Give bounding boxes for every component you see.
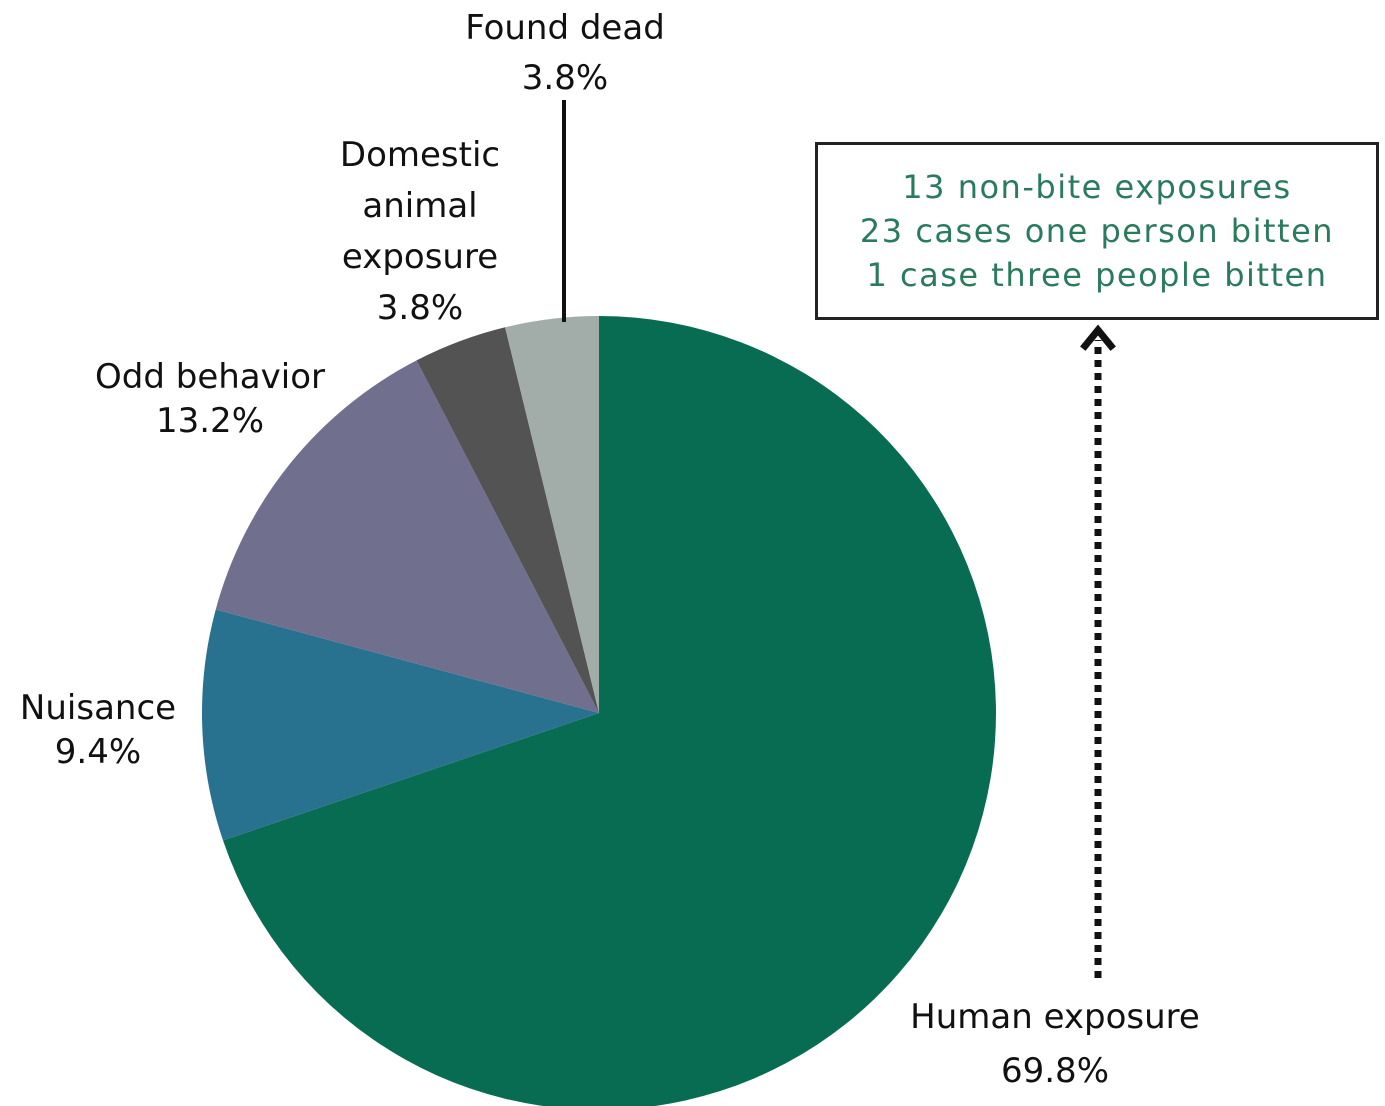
pie-slice-human-exposure bbox=[223, 316, 996, 1106]
nuisance-label-name: Nuisance bbox=[19, 688, 177, 728]
pie-slice-domestic-animal-exposure bbox=[416, 327, 599, 713]
found-dead-label: Found dead 3.8% bbox=[420, 3, 710, 103]
human-exposure-label: Human exposure 69.8% bbox=[885, 990, 1225, 1098]
nuisance-label: Nuisance 9.4% bbox=[0, 686, 196, 774]
human-exposure-label-name: Human exposure bbox=[910, 997, 1200, 1037]
domestic-animal-exposure-label-value: 3.8% bbox=[376, 288, 464, 328]
annotation-arrow-head bbox=[1080, 324, 1116, 351]
nuisance-label-value: 9.4% bbox=[54, 732, 142, 772]
domestic-animal-exposure-label-name: Domestic animal exposure bbox=[339, 135, 501, 277]
found-dead-label-value: 3.8% bbox=[521, 58, 609, 98]
odd-behavior-label-name: Odd behavior bbox=[95, 357, 325, 397]
odd-behavior-label: Odd behavior 13.2% bbox=[60, 355, 360, 443]
annotation-line-one-bitten: 23 cases one person bitten bbox=[859, 212, 1335, 250]
domestic-animal-exposure-label: Domestic animal exposure 3.8% bbox=[305, 130, 535, 334]
pie-slice-odd-behavior bbox=[215, 360, 600, 713]
pie-slices bbox=[201, 316, 996, 1106]
annotation-line-three-bitten: 1 case three people bitten bbox=[866, 256, 1328, 294]
pie-slice-nuisance bbox=[201, 609, 600, 841]
odd-behavior-label-value: 13.2% bbox=[155, 401, 264, 441]
pie-slice-found-dead bbox=[505, 316, 599, 713]
annotation-box: 13 non-bite exposures 23 cases one perso… bbox=[815, 142, 1379, 320]
human-exposure-label-value: 69.8% bbox=[1000, 1051, 1109, 1091]
annotation-line-non-bite: 13 non-bite exposures bbox=[902, 168, 1292, 206]
found-dead-label-name: Found dead bbox=[465, 8, 665, 48]
